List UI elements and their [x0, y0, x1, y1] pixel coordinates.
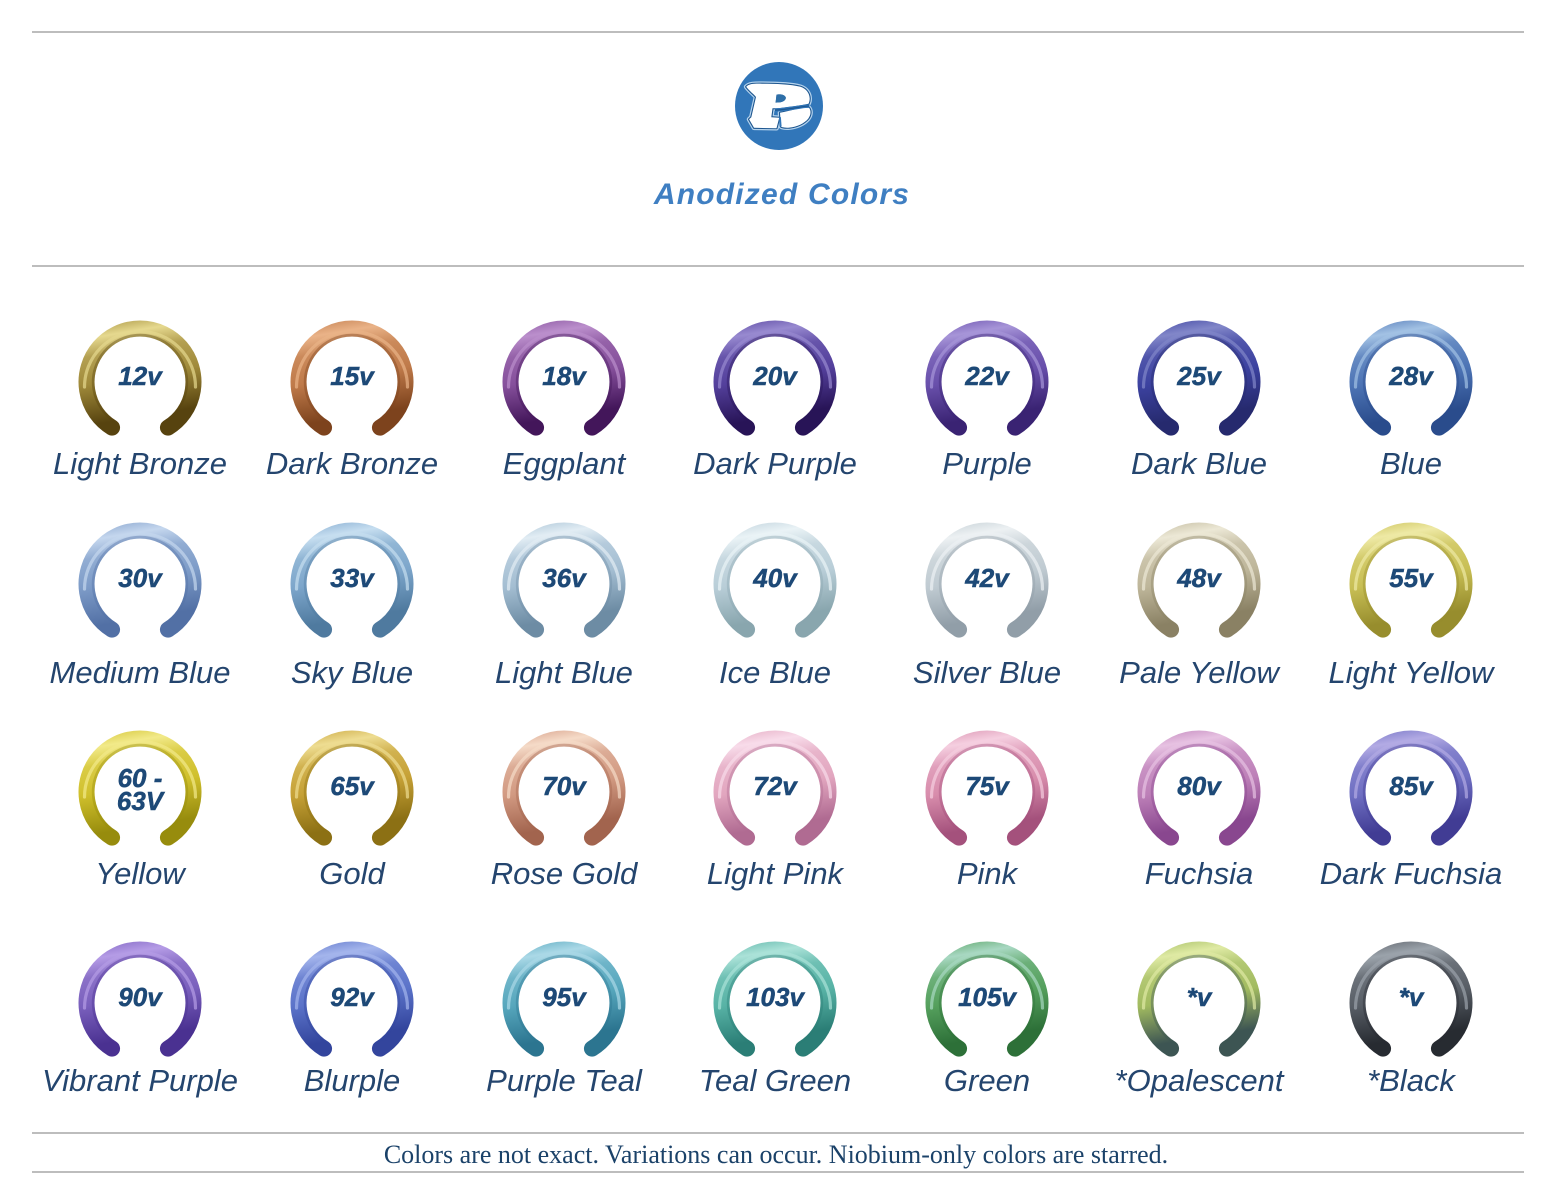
svg-text:12v: 12v — [118, 361, 163, 391]
svg-text:72v: 72v — [753, 771, 798, 801]
svg-text:103v: 103v — [746, 982, 805, 1012]
svg-text:80v: 80v — [1177, 771, 1222, 801]
svg-text:22v: 22v — [964, 361, 1010, 391]
svg-text:15v: 15v — [330, 361, 375, 391]
svg-text:95v: 95v — [542, 982, 587, 1012]
svg-text:70v: 70v — [542, 771, 587, 801]
svg-text:33v: 33v — [330, 563, 375, 593]
svg-text:30v: 30v — [118, 563, 163, 593]
svg-text:20v: 20v — [752, 361, 798, 391]
svg-text:65v: 65v — [330, 771, 375, 801]
svg-text:105v: 105v — [958, 982, 1017, 1012]
svg-text:55v: 55v — [1389, 563, 1434, 593]
svg-text:48v: 48v — [1176, 563, 1222, 593]
svg-text:36v: 36v — [542, 563, 587, 593]
svg-text:85v: 85v — [1389, 771, 1434, 801]
svg-text:18v: 18v — [542, 361, 587, 391]
svg-text:*v: *v — [1399, 982, 1425, 1012]
svg-text:*v: *v — [1187, 982, 1213, 1012]
svg-text:40v: 40v — [752, 563, 798, 593]
svg-text:90v: 90v — [118, 982, 163, 1012]
svg-text:75v: 75v — [965, 771, 1010, 801]
svg-text:42v: 42v — [964, 563, 1010, 593]
svg-text:60 -: 60 - — [118, 763, 163, 793]
svg-text:92v: 92v — [330, 982, 375, 1012]
svg-text:63V: 63V — [117, 786, 166, 816]
svg-text:28v: 28v — [1388, 361, 1434, 391]
svg-text:25v: 25v — [1176, 361, 1222, 391]
